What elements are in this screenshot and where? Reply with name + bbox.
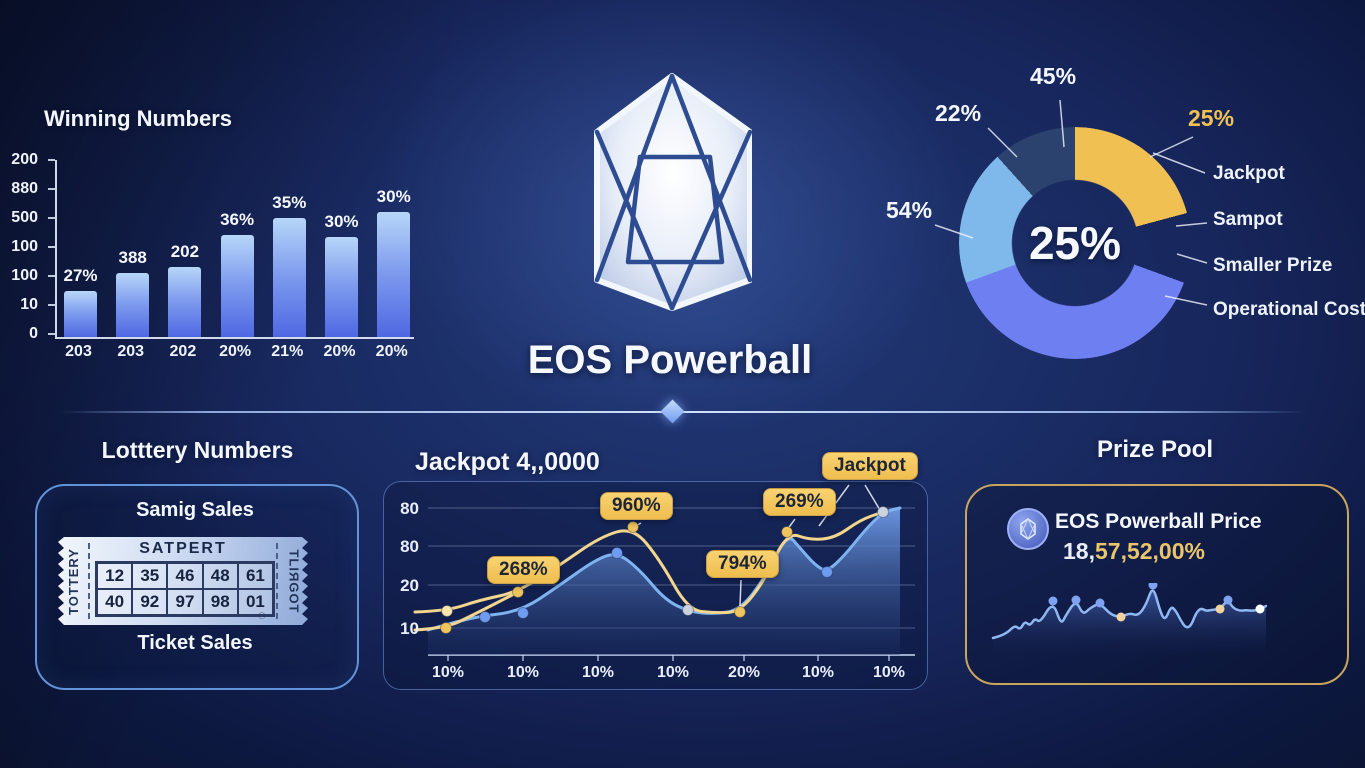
jackpot-badge: 960% [600, 492, 673, 520]
ticket-right-text: TLIЯGOT [286, 548, 302, 614]
ticket-mark-icon: ☉ [257, 611, 266, 621]
lottery-subtitle: Samig Sales [136, 499, 254, 521]
ticket-number-cell: 92 [132, 589, 168, 615]
prize-pool-title: Prize Pool [1096, 436, 1214, 463]
eos-gem-logo-icon [594, 73, 752, 311]
lottery-ticket: TOTTERY SATPERT 12 35 46 48 61 40 92 97 98 01 ☉ T… [58, 537, 308, 625]
bar-y-tick-mark [48, 217, 55, 219]
ticket-number-cell: 97 [167, 589, 203, 615]
bar-x-tick-label: 20% [219, 343, 252, 360]
ticket-perforation-right [276, 543, 278, 619]
bar-y-tick-label: 100 [11, 238, 38, 255]
bar-value-label: 30% [324, 212, 359, 231]
bar [168, 267, 202, 337]
jackpot-chart-title: Jackpot 4,,0000 [415, 448, 600, 476]
jackpot-badge: 268% [487, 556, 560, 584]
legend-item: Smaller Prize [1213, 255, 1333, 276]
bar-y-tick-mark [48, 159, 55, 161]
bar [116, 273, 150, 337]
ticket-header: SATPERT [139, 540, 227, 557]
ticket-sales-label: Ticket Sales [137, 632, 253, 654]
bar-x-tick-label: 20% [375, 343, 408, 360]
lottery-numbers-title: Lotttery Numbers [101, 437, 294, 463]
prize-distribution-donut [959, 127, 1191, 359]
bar-y-tick-label: 0 [29, 325, 38, 342]
ticket-number-cell: 01 [237, 589, 273, 615]
donut-leader-lines [934, 99, 1208, 306]
bar-y-tick-mark [48, 333, 55, 335]
bar-value-label: 202 [170, 242, 200, 261]
divider-diamond-icon [660, 399, 685, 424]
bar-chart-y-axis: 200 880 500 100 100 10 0 [6, 151, 55, 342]
bar-value-label: 36% [220, 210, 255, 229]
jackpot-badge: Jackpot [822, 452, 918, 480]
ticket-number-cell: 12 [97, 563, 133, 589]
winning-numbers-title: Winning Numbers [44, 106, 233, 131]
bar [325, 237, 358, 337]
ticket-number-grid: 12 35 46 48 61 40 92 97 98 01 [95, 561, 275, 617]
donut-callout-45: 45% [1030, 63, 1077, 89]
bar-y-tick-label: 500 [11, 209, 38, 226]
donut-callout-54: 54% [886, 197, 933, 223]
bar-chart-plot-area: 27% 388 202 36% 35% 30% 30% [55, 160, 414, 339]
prize-pool-label: EOS Powerball Price [1055, 510, 1262, 533]
donut-callout-22: 22% [935, 100, 982, 126]
donut-callout-25: 25% [1188, 105, 1235, 131]
bar-y-tick-label: 100 [11, 267, 38, 284]
bar [272, 218, 306, 337]
bar-y-tick-label: 10 [20, 296, 38, 313]
ticket-number-cell: 61 [237, 563, 273, 589]
bar [377, 212, 411, 337]
bar-chart-x-axis: 203 203 202 20% 21% 20% 20% [55, 343, 412, 365]
bar-x-tick-label: 203 [65, 343, 92, 360]
ticket-left-text: TOTTERY [65, 547, 81, 615]
bar-value-label: 388 [118, 248, 147, 267]
legend-item: Sampot [1213, 209, 1283, 230]
eos-coin-icon [1007, 508, 1049, 550]
bar-value-label: 27% [63, 266, 98, 285]
prize-value-main: 57,52,00% [1094, 538, 1205, 564]
bar-y-tick-label: 880 [11, 180, 38, 197]
bar-x-tick-label: 20% [323, 343, 356, 360]
bar-value-label: 35% [272, 193, 307, 212]
ticket-number-cell: 35 [132, 563, 168, 589]
bar-y-tick-label: 200 [11, 151, 38, 168]
ticket-number-cell: 46 [167, 563, 203, 589]
ticket-number-cell: 40 [97, 589, 133, 615]
bar-y-tick-mark [48, 188, 55, 190]
prize-value-prefix: 18, [1063, 538, 1095, 564]
ticket-number-cell: 48 [202, 563, 238, 589]
jackpot-badge: 794% [706, 550, 779, 578]
bar-value-label: 30% [376, 187, 411, 206]
legend-item: Jackpot [1213, 163, 1285, 184]
bar-y-tick-mark [48, 246, 55, 248]
legend-item: Operational Costs [1213, 299, 1365, 320]
page-title: EOS Powerball [527, 338, 813, 382]
bar-x-tick-label: 202 [169, 343, 197, 360]
jackpot-badge: 269% [763, 488, 836, 516]
bar-y-tick-mark [48, 275, 55, 277]
bar-x-tick-label: 203 [117, 343, 145, 360]
prize-pool-value: 18,57,52,00% [1063, 538, 1205, 565]
ticket-number-cell: 98 [202, 589, 238, 615]
bar [220, 235, 254, 337]
ticket-perforation-left [88, 543, 90, 619]
bar-y-tick-mark [48, 304, 55, 306]
donut-center-label: 25% [1028, 217, 1122, 269]
bar-x-tick-label: 21% [271, 343, 304, 360]
bar [64, 291, 97, 337]
